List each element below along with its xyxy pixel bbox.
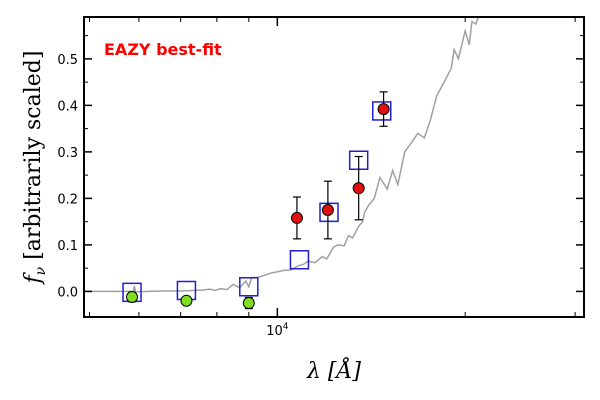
x-axis-title: λ [Å] xyxy=(306,356,361,384)
model-square xyxy=(289,250,310,270)
svg-text:fν [arbitrarily scaled]: fν [arbitrarily scaled] xyxy=(21,51,49,286)
model-square xyxy=(239,277,259,297)
model-square xyxy=(372,101,392,121)
ticks-layer: 0.0 0.1 0.2 0.3 0.4 0.5 104 xyxy=(57,17,584,339)
red-point xyxy=(377,103,390,116)
red-point xyxy=(290,211,303,224)
y-tick-label: 0.1 xyxy=(57,239,78,254)
green-point xyxy=(126,291,139,303)
sed-layer xyxy=(84,17,481,293)
x-tick-label: 104 xyxy=(266,322,289,339)
model-square xyxy=(319,202,339,223)
red-point xyxy=(352,182,365,195)
y-tick-label: 0.0 xyxy=(57,285,78,300)
y-tick-label: 0.2 xyxy=(57,192,78,207)
y-tick-label: 0.5 xyxy=(57,53,78,68)
points-layer xyxy=(122,91,392,310)
plot-frame xyxy=(83,16,585,318)
sed-line xyxy=(84,17,481,293)
green-point xyxy=(242,297,255,310)
annotation-label: EAZY best-fit xyxy=(104,40,222,59)
red-point xyxy=(321,204,334,217)
y-tick-label: 0.3 xyxy=(57,146,78,161)
plot-area xyxy=(84,17,584,317)
y-tick-label: 0.4 xyxy=(57,99,78,114)
green-point xyxy=(180,294,193,307)
y-axis-title: fν [arbitrarily scaled] xyxy=(21,51,49,286)
